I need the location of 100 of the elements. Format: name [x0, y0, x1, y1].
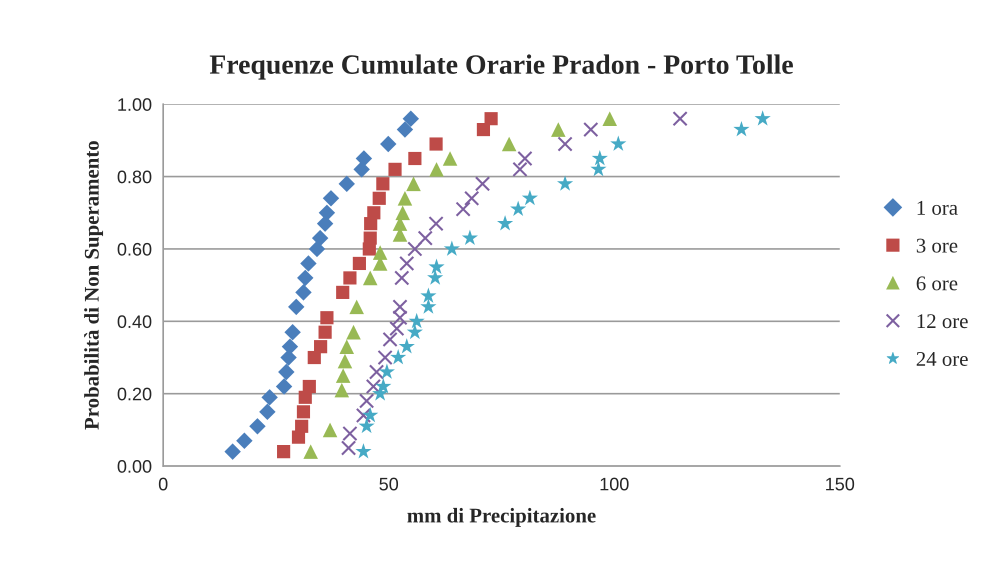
- x-tick-label: 50: [379, 478, 398, 490]
- point: [342, 426, 358, 442]
- point: [282, 338, 298, 355]
- point: [368, 364, 384, 380]
- point: [502, 136, 516, 152]
- point: [314, 340, 328, 354]
- point: [278, 364, 295, 380]
- legend-label: 24 ore: [916, 352, 968, 366]
- point: [510, 200, 526, 216]
- x-tick-label: 150: [826, 478, 854, 490]
- legend-label: 1 ora: [918, 200, 958, 215]
- point: [672, 111, 688, 126]
- point: [261, 389, 278, 406]
- point: [590, 160, 607, 176]
- point: [406, 324, 423, 340]
- point: [444, 240, 460, 256]
- point: [427, 269, 444, 285]
- point: [464, 190, 480, 206]
- legend-label: 3 ore: [916, 238, 958, 253]
- point: [556, 175, 574, 191]
- point: [224, 443, 241, 460]
- point: [402, 110, 420, 127]
- point: [276, 378, 292, 395]
- point: [334, 382, 350, 398]
- point: [522, 190, 538, 206]
- point: [378, 364, 395, 379]
- point: [394, 270, 410, 286]
- y-tick-label: 0.80: [118, 170, 152, 184]
- point: [338, 354, 352, 368]
- point: [284, 324, 301, 340]
- point: [358, 393, 374, 409]
- point: [428, 258, 445, 274]
- point: [338, 176, 355, 192]
- point: [367, 206, 380, 220]
- point: [377, 350, 393, 366]
- point: [399, 256, 414, 272]
- point: [474, 176, 490, 192]
- point: [392, 299, 408, 315]
- point: [462, 230, 478, 245]
- point: [420, 298, 436, 314]
- point: [733, 121, 750, 136]
- point: [484, 112, 498, 126]
- point: [512, 162, 528, 177]
- legend-label: 6 ore: [916, 276, 958, 290]
- point: [420, 288, 436, 303]
- point: [429, 137, 443, 151]
- point: [302, 380, 316, 394]
- point: [497, 215, 514, 231]
- point: [300, 255, 317, 272]
- point: [398, 191, 412, 206]
- x-axis-title: mm di Precipitazione: [407, 508, 596, 527]
- point: [322, 422, 338, 438]
- point: [602, 111, 618, 126]
- point: [296, 405, 310, 418]
- point: [407, 241, 423, 257]
- point: [308, 240, 326, 258]
- point: [375, 378, 392, 394]
- point: [322, 190, 340, 207]
- point: [376, 177, 390, 190]
- x-tick-label: 0: [158, 478, 168, 490]
- point: [340, 440, 356, 456]
- point: [418, 230, 433, 246]
- point: [754, 110, 771, 126]
- y-tick-label: 0.40: [118, 315, 152, 328]
- point: [389, 320, 404, 336]
- point: [428, 216, 444, 232]
- point: [442, 151, 458, 166]
- point: [398, 338, 415, 354]
- point: [362, 270, 378, 286]
- point: [364, 232, 377, 245]
- point: [352, 256, 366, 270]
- point: [366, 378, 382, 394]
- point: [308, 350, 321, 364]
- chart-title: Frequenze Cumulate Orarie Pradon - Porto Tolle: [210, 54, 793, 80]
- y-tick-label: 0.60: [118, 242, 152, 256]
- legend-label: 12 ore: [918, 314, 968, 328]
- point: [406, 176, 421, 192]
- point: [408, 152, 422, 166]
- point: [592, 150, 608, 166]
- point: [372, 192, 386, 205]
- point: [295, 420, 308, 433]
- point: [339, 339, 354, 354]
- point: [356, 150, 372, 167]
- point: [295, 284, 312, 301]
- point: [390, 349, 406, 364]
- point: [320, 311, 334, 324]
- y-tick-label: 0.00: [118, 460, 152, 473]
- point: [355, 443, 372, 458]
- point: [236, 432, 253, 449]
- x-tick-label: 100: [600, 478, 629, 490]
- point: [318, 326, 332, 339]
- point: [336, 368, 350, 383]
- point: [392, 310, 408, 326]
- point: [277, 445, 290, 458]
- point: [557, 136, 573, 152]
- point: [288, 298, 304, 316]
- y-tick-label: 0.20: [118, 388, 152, 400]
- y-axis-title: Probabilità di Non Superamento: [84, 141, 104, 430]
- point: [429, 162, 444, 177]
- point: [259, 404, 276, 420]
